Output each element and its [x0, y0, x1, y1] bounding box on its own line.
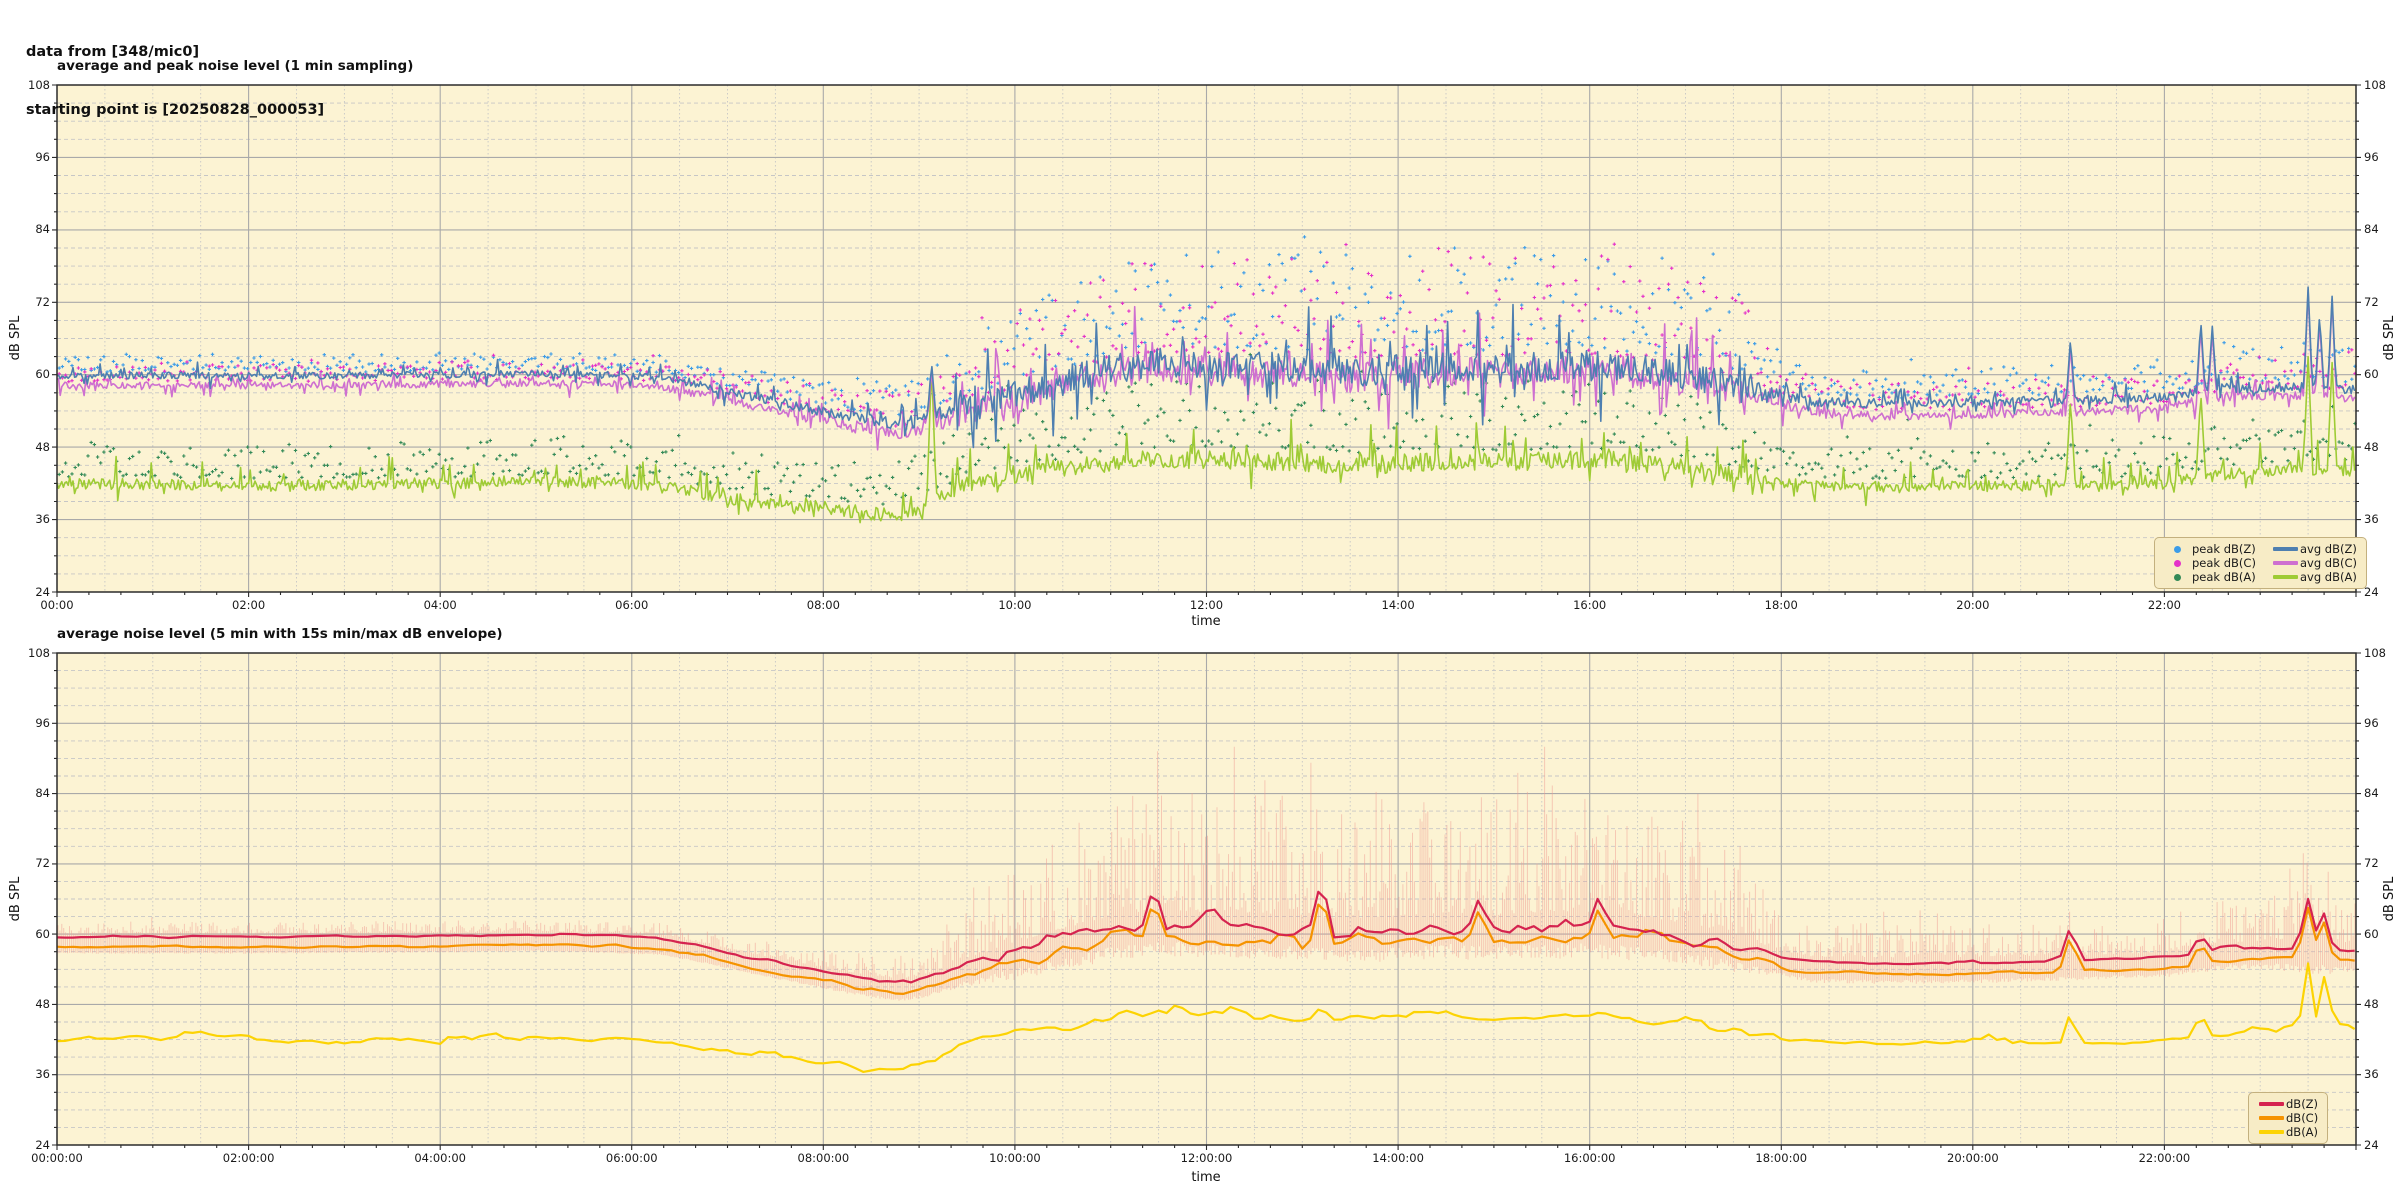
y-tick-label-left: 108 — [28, 645, 50, 660]
x-tick-label: 12:00 — [1189, 598, 1224, 612]
x-tick-label: 20:00 — [1956, 598, 1990, 612]
x-tick-label: 22:00 — [2147, 598, 2181, 612]
y-tick-label-left: 36 — [35, 1067, 50, 1082]
axis-ticks — [52, 652, 2361, 1150]
legend-label: dB(C) — [2286, 1110, 2319, 1125]
header: data from [348/mic0] starting point is [… — [26, 5, 324, 158]
legend-label: peak dB(A) — [2192, 569, 2256, 584]
y-tick-label-left: 96 — [35, 715, 50, 730]
y-tick-label-left: 72 — [35, 856, 50, 871]
bottom-chart-title: average noise level (5 min with 15s min/… — [57, 626, 503, 642]
x-tick-label: 16:00:00 — [1563, 1151, 1616, 1165]
y-tick-label-left: 24 — [35, 1137, 50, 1152]
y-tick-label-left: 84 — [35, 786, 50, 801]
x-tick-label: 04:00:00 — [414, 1151, 466, 1165]
y-tick-label-right: 84 — [2364, 222, 2379, 237]
line-swatch-db-z- — [2256, 1102, 2286, 1106]
axis-ticks — [52, 84, 2361, 597]
y-tick-label-left: 48 — [35, 439, 50, 454]
y-tick-label-left: 96 — [35, 149, 50, 164]
grid-major — [57, 653, 2356, 1145]
legend-label: avg dB(Z) — [2300, 541, 2357, 556]
x-tick-label: 14:00:00 — [1372, 1151, 1424, 1165]
line-avg-db-z- — [56, 286, 2356, 449]
y-tick-label-right: 36 — [2364, 512, 2379, 527]
x-tick-label: 08:00:00 — [797, 1151, 850, 1165]
x-tick-label: 14:00 — [1381, 598, 1415, 612]
y-tick-label-left: 48 — [35, 996, 50, 1011]
line-swatch-avg-db-c- — [2270, 561, 2300, 565]
y-tick-label-right: 72 — [2364, 294, 2379, 309]
y-tick-label-right: 84 — [2364, 786, 2379, 801]
x-tick-label: 00:00 — [40, 598, 74, 612]
x-tick-label: 04:00 — [423, 598, 457, 612]
y-tick-label-right: 24 — [2364, 1137, 2379, 1152]
x-tick-label: 02:00:00 — [222, 1151, 275, 1165]
top-chart-legend: peak dB(Z) avg dB(Z) peak dB(C) avg dB(C) pe… — [2154, 537, 2368, 589]
x-tick-label: 00:00:00 — [31, 1151, 83, 1165]
line-avg-db-c- — [56, 289, 2356, 451]
x-tick-label: 08:00 — [806, 598, 840, 612]
y-tick-label-left: 60 — [35, 926, 50, 941]
x-tick-label: 18:00:00 — [1755, 1151, 1808, 1165]
marker-swatch-peak-db-c- — [2162, 559, 2192, 567]
x-tick-label: 20:00:00 — [1947, 1151, 1999, 1165]
x-tick-label: 12:00:00 — [1180, 1151, 1233, 1165]
y-tick-label-left: 108 — [28, 77, 50, 92]
x-tick-label: 18:00 — [1764, 598, 1798, 612]
line-db-z- — [56, 890, 2355, 984]
y-tick-label-right: 108 — [2364, 645, 2386, 660]
bottom-chart-legend: dB(Z) dB(C) dB(A) — [2248, 1092, 2329, 1144]
y-tick-label-left: 84 — [35, 222, 50, 237]
legend-label: peak dB(C) — [2192, 555, 2256, 570]
y-tick-label-right: 96 — [2364, 149, 2379, 164]
x-tick-label: 16:00 — [1573, 598, 1607, 612]
x-tick-label: 22:00:00 — [2138, 1151, 2191, 1165]
x-tick-label: 10:00:00 — [989, 1151, 1041, 1165]
x-tick-label: 06:00:00 — [605, 1151, 658, 1165]
bottom-chart-xlabel: time — [1191, 1170, 1221, 1185]
header-line-1: data from [348/mic0] — [26, 44, 200, 61]
y-tick-label-left: 36 — [35, 512, 50, 527]
y-tick-label-right: 96 — [2364, 715, 2379, 730]
y-tick-label-left: 24 — [35, 584, 50, 599]
line-db-a- — [56, 962, 2356, 1073]
y-tick-label-right: 36 — [2364, 1067, 2379, 1082]
y-tick-label-right: 48 — [2364, 996, 2379, 1011]
axes-spines — [56, 84, 2357, 593]
y-tick-label-right: 60 — [2364, 926, 2379, 941]
y-tick-label-right: 24 — [2364, 584, 2379, 599]
top-chart-xlabel: time — [1191, 614, 1221, 629]
axes-spines — [56, 652, 2357, 1146]
y-tick-label-left: 60 — [35, 367, 50, 382]
y-tick-label-right: 60 — [2364, 367, 2379, 382]
legend-label: peak dB(Z) — [2192, 541, 2256, 556]
x-tick-label: 02:00 — [232, 598, 266, 612]
y-tick-label-right: 48 — [2364, 439, 2379, 454]
x-tick-label: 10:00 — [998, 598, 1032, 612]
line-swatch-db-a- — [2256, 1130, 2286, 1134]
line-swatch-avg-db-z- — [2270, 547, 2300, 551]
grid-major — [57, 85, 2356, 592]
header-line-2: starting point is [20250828_000053] — [26, 101, 325, 118]
y-tick-label-right: 108 — [2364, 77, 2386, 92]
line-db-c- — [56, 903, 2355, 995]
legend-label: avg dB(A) — [2300, 569, 2357, 584]
line-avg-db-a- — [56, 355, 2356, 524]
x-tick-label: 06:00 — [615, 598, 649, 612]
y-tick-label-left: 72 — [35, 294, 50, 309]
line-swatch-avg-db-a- — [2270, 575, 2300, 579]
marker-swatch-peak-db-a- — [2162, 573, 2192, 581]
line-swatch-db-c- — [2256, 1116, 2286, 1120]
marker-swatch-peak-db-z- — [2162, 545, 2192, 553]
y-tick-label-right: 72 — [2364, 856, 2379, 871]
legend-label: dB(Z) — [2286, 1096, 2319, 1111]
legend-label: dB(A) — [2286, 1124, 2319, 1139]
legend-label: avg dB(C) — [2300, 555, 2358, 570]
top-chart-title: average and peak noise level (1 min samp… — [57, 58, 414, 74]
